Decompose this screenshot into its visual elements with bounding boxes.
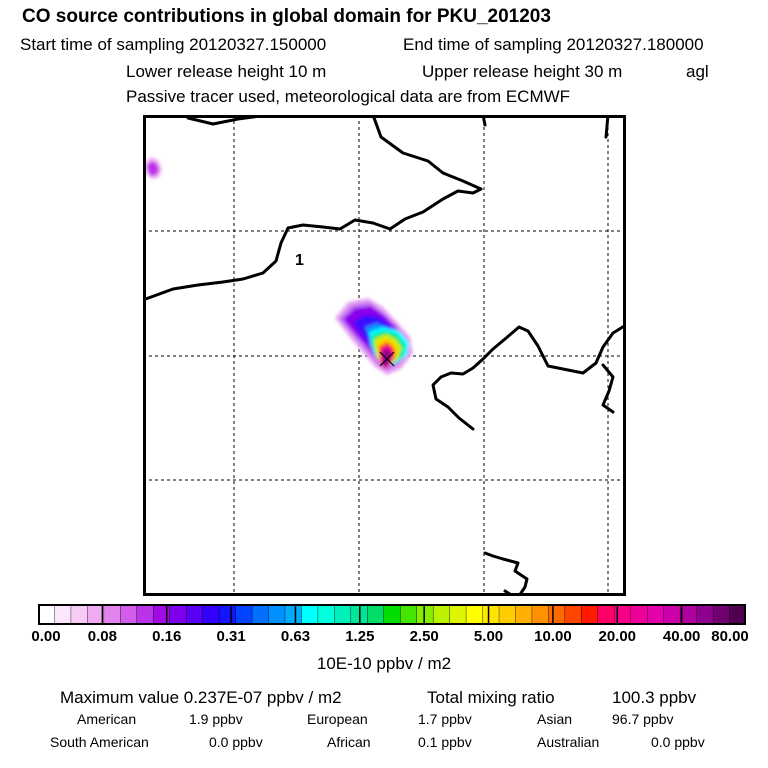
colorbar-cell bbox=[449, 604, 467, 625]
colorbar-cell bbox=[367, 604, 385, 625]
colorbar-cell bbox=[54, 604, 72, 625]
colorbar-cell bbox=[218, 604, 237, 625]
colorbar-cell bbox=[153, 604, 171, 625]
colorbar-cell bbox=[185, 604, 204, 625]
colorbar-cell bbox=[202, 604, 220, 625]
region-name-south-american: South American bbox=[50, 734, 149, 750]
colorbar-tick-label: 1.25 bbox=[345, 628, 375, 645]
colorbar-tick-label: 2.50 bbox=[409, 628, 439, 645]
region-value-south-american: 0.0 ppbv bbox=[209, 734, 263, 750]
colorbar-cell bbox=[103, 604, 122, 625]
colorbar-tick-label: 0.31 bbox=[216, 628, 246, 645]
region-name-european: European bbox=[307, 711, 368, 727]
total-mixing-label: Total mixing ratio bbox=[427, 688, 555, 707]
colorbar-cell bbox=[515, 604, 533, 625]
colorbar-tick-label: 10.00 bbox=[534, 628, 572, 645]
colorbar-cell bbox=[136, 604, 155, 625]
colorbar-cell bbox=[284, 604, 303, 625]
region-value-american: 1.9 ppbv bbox=[189, 711, 243, 727]
region-name-asian: Asian bbox=[537, 711, 573, 727]
map-annotation: 1 bbox=[295, 252, 304, 269]
region-value-african: 0.1 ppbv bbox=[418, 734, 472, 750]
start-time-label: Start time of sampling 20120327.150000 bbox=[20, 35, 327, 54]
region-name-african: African bbox=[327, 734, 371, 750]
colorbar-cell bbox=[531, 604, 550, 625]
upper-release-height: Upper release height 30 m bbox=[422, 62, 623, 81]
colorbar-tick-label: 0.63 bbox=[280, 628, 311, 645]
total-mixing-value: 100.3 ppbv bbox=[612, 688, 697, 707]
coastlines bbox=[143, 115, 626, 596]
colorbar-tick-label: 0.00 bbox=[31, 628, 61, 645]
region-value-european: 1.7 ppbv bbox=[418, 711, 472, 727]
colorbar-cell bbox=[301, 604, 319, 625]
height-unit: agl bbox=[686, 62, 709, 81]
plume-contours bbox=[145, 157, 413, 375]
colorbar-cell bbox=[251, 604, 270, 625]
colorbar-cell bbox=[696, 604, 714, 625]
colorbar-cell bbox=[498, 604, 517, 625]
colorbar-cell bbox=[465, 604, 484, 625]
colorbar-cell bbox=[564, 604, 583, 625]
colorbar-cell bbox=[712, 604, 731, 625]
map-panel: 1 bbox=[143, 115, 626, 596]
colorbar-tick-label: 0.08 bbox=[87, 628, 117, 645]
colorbar-cell bbox=[268, 604, 286, 625]
colorbar-cell bbox=[235, 604, 253, 625]
colorbar-cell bbox=[729, 604, 746, 625]
region-value-australian: 0.0 ppbv bbox=[651, 734, 705, 750]
colorbar-cell bbox=[630, 604, 649, 625]
region-name-american: American bbox=[77, 711, 137, 727]
map-frame bbox=[143, 115, 626, 596]
region-value-asian: 96.7 ppbv bbox=[612, 711, 674, 727]
receptor-marker bbox=[379, 351, 395, 367]
colorbar-cell bbox=[482, 604, 500, 625]
colorbar bbox=[38, 604, 746, 625]
colorbar-cell bbox=[334, 604, 352, 625]
colorbar-cell bbox=[70, 604, 89, 625]
colorbar-tick-label: 20.00 bbox=[598, 628, 637, 645]
colorbar-cell bbox=[663, 604, 681, 625]
colorbar-cell bbox=[120, 604, 138, 625]
lower-release-height: Lower release height 10 m bbox=[126, 62, 327, 81]
colorbar-tick-label: 80.00 bbox=[711, 628, 749, 645]
colorbar-cell bbox=[383, 604, 402, 625]
colorbar-tick-label: 5.00 bbox=[473, 628, 504, 645]
colorbar-cell bbox=[169, 604, 187, 625]
colorbar-cell bbox=[317, 604, 336, 625]
colorbar-cell bbox=[432, 604, 451, 625]
colorbar-cell bbox=[679, 604, 698, 625]
colorbar-cell bbox=[38, 604, 56, 625]
map-grid bbox=[143, 115, 626, 596]
colorbar-cell bbox=[548, 604, 566, 625]
max-value-label: Maximum value 0.237E-07 ppbv / m2 bbox=[60, 688, 342, 707]
colorbar-unit: 10E-10 ppbv / m2 bbox=[316, 654, 452, 673]
colorbar-cell bbox=[581, 604, 599, 625]
colorbar-cell bbox=[400, 604, 418, 625]
colorbar-cell bbox=[416, 604, 434, 625]
colorbar-tick-label: 40.00 bbox=[662, 628, 701, 645]
region-name-australian: Australian bbox=[537, 734, 600, 750]
page-title: CO source contributions in global domain… bbox=[22, 6, 551, 27]
tracer-note: Passive tracer used, meteorological data… bbox=[126, 87, 571, 106]
end-time-label: End time of sampling 20120327.180000 bbox=[403, 35, 704, 54]
colorbar-cell bbox=[647, 604, 665, 625]
colorbar-cell bbox=[597, 604, 616, 625]
colorbar-tick-label: 0.16 bbox=[152, 628, 182, 645]
